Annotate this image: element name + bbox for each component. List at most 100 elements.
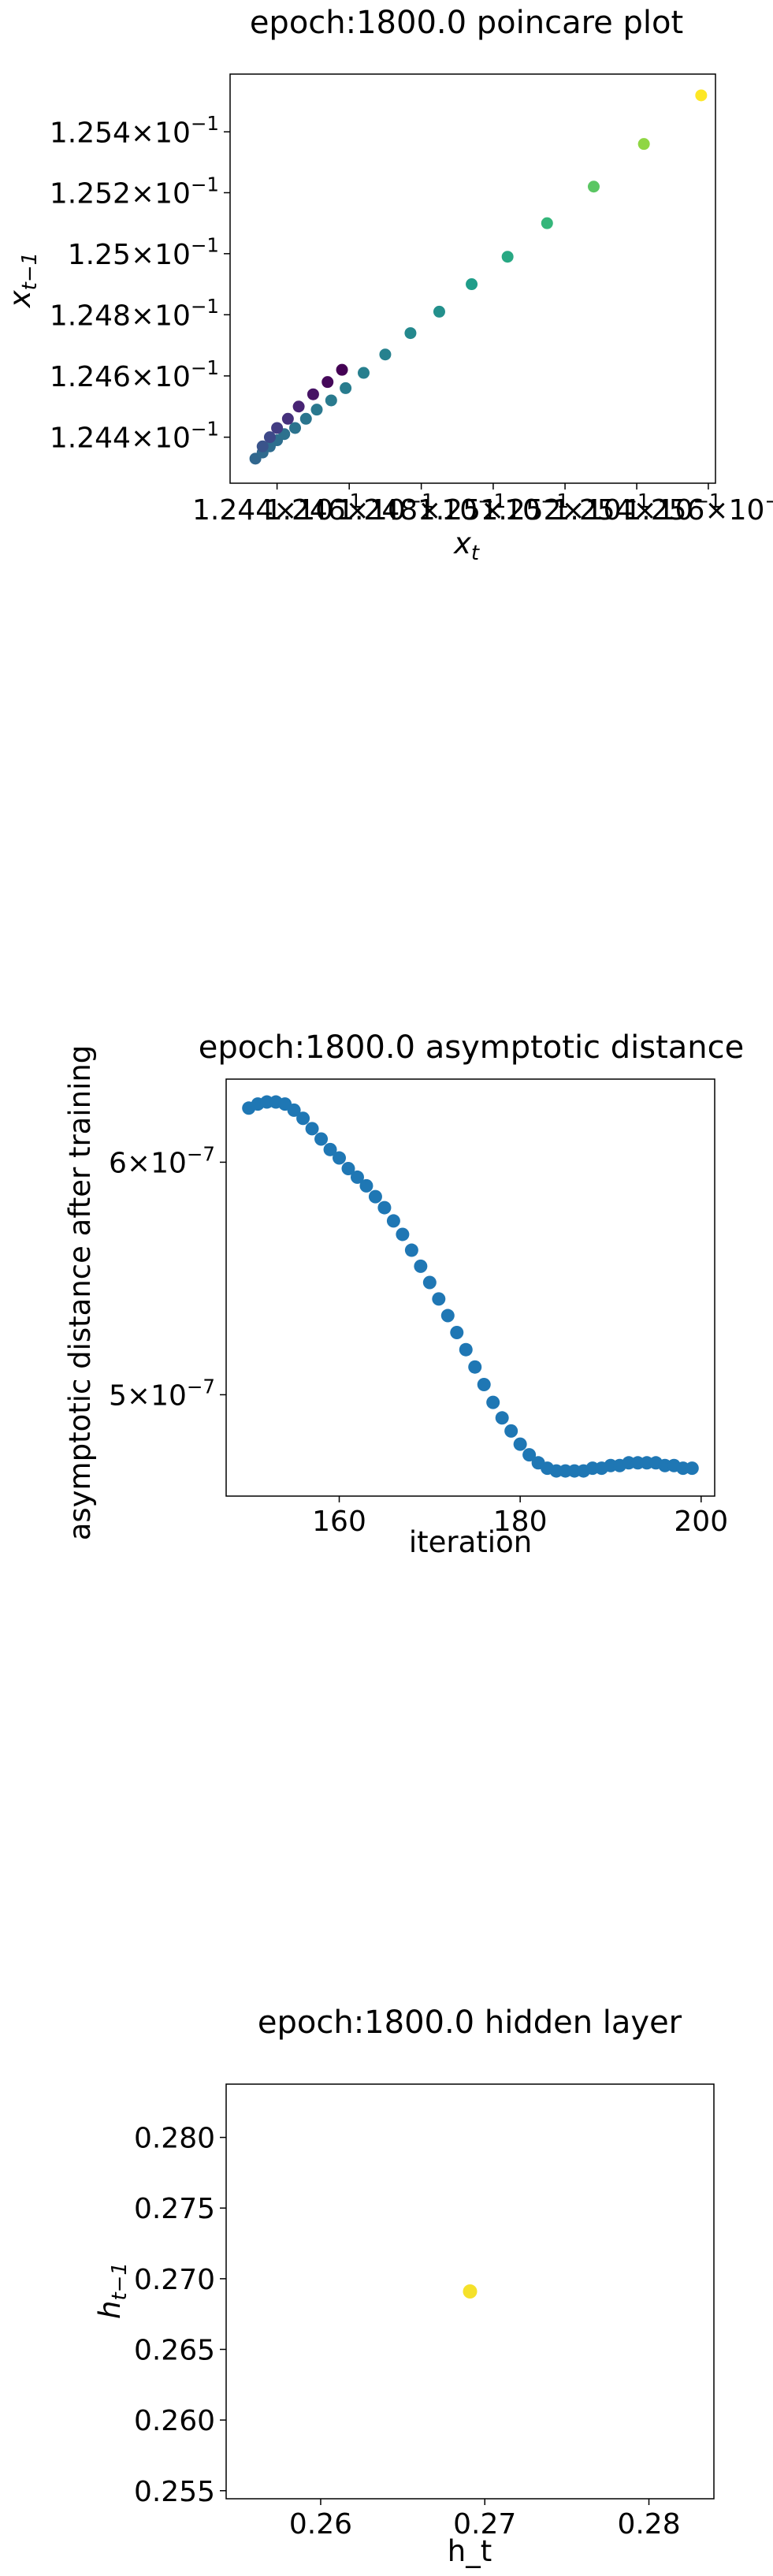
tick-label: 6×10−7 xyxy=(109,1142,215,1179)
x-axis-label: iteration xyxy=(409,1525,532,1559)
point xyxy=(495,1411,509,1425)
point xyxy=(396,1227,410,1241)
x-axis-label: xt xyxy=(453,527,480,565)
data-points xyxy=(249,89,708,465)
point xyxy=(463,2284,478,2299)
chart-title: epoch:1800.0 asymptotic distance xyxy=(199,1029,745,1066)
point xyxy=(459,1342,473,1357)
point xyxy=(307,388,319,400)
point xyxy=(299,412,312,425)
tick-label: 1.246×10−1 xyxy=(265,490,434,527)
plot-frame xyxy=(225,2083,715,2500)
tick-label: 0.26 xyxy=(289,2508,352,2541)
tick-label: 5×10−7 xyxy=(109,1375,215,1412)
y-axis-label: asymptotic distance after training xyxy=(63,1045,97,1541)
point xyxy=(404,327,417,340)
tick-label: 0.28 xyxy=(617,2508,680,2541)
point xyxy=(541,217,553,229)
point xyxy=(587,181,600,193)
point xyxy=(404,1243,418,1257)
data-points xyxy=(463,2284,478,2299)
point xyxy=(310,404,323,416)
y-tick-labels: 0.255 0.260 0.265 0.270 0.275 0.280 xyxy=(134,2123,226,2508)
tick-label: 0.280 xyxy=(134,2123,215,2155)
tick-label: 0.255 xyxy=(134,2476,215,2508)
x-tick-labels: 160 180 200 xyxy=(312,1496,728,1538)
point xyxy=(513,1437,527,1451)
tick-label: 1.252×10−1 xyxy=(481,490,650,527)
point xyxy=(271,422,284,434)
point xyxy=(368,1189,382,1204)
tick-label: 160 xyxy=(312,1506,366,1538)
point xyxy=(486,1395,500,1409)
point xyxy=(263,431,276,444)
point xyxy=(685,1461,699,1476)
tick-label: 1.248×10−1 xyxy=(50,295,219,332)
y-axis-label: xt−1 xyxy=(3,252,42,308)
point xyxy=(256,440,269,452)
point xyxy=(450,1325,464,1339)
tick-label: 0.275 xyxy=(134,2193,215,2225)
point xyxy=(341,1162,355,1176)
tick-label: 1.254×10−1 xyxy=(50,112,219,149)
chart-title: epoch:1800.0 poincare plot xyxy=(250,5,683,41)
chart-title: epoch:1800.0 hidden layer xyxy=(258,2005,682,2041)
point xyxy=(695,89,708,102)
plot-frame xyxy=(229,73,716,484)
point xyxy=(287,1103,301,1117)
point xyxy=(325,394,337,407)
y-tick-labels: 1.244×10−1 1.246×10−1 1.248×10−1 1.25×10−1 1… xyxy=(50,112,230,455)
tick-label: 1.256×10−1 xyxy=(623,490,773,527)
point xyxy=(504,1424,518,1438)
point xyxy=(292,400,305,413)
poincare-chart: epoch:1800.0 poincare plot 1.244×10−11.2… xyxy=(3,5,773,565)
point xyxy=(501,251,514,263)
tick-label: 180 xyxy=(493,1506,548,1538)
tick-label: 1.244×10−1 xyxy=(192,490,362,527)
tick-label: 1.246×10−1 xyxy=(50,356,219,393)
x-axis-label: h_t xyxy=(448,2534,492,2568)
tick-label: 1.254×10−1 xyxy=(552,490,722,527)
asymptotic-distance-chart: epoch:1800.0 asymptotic distance 5×10−7 6… xyxy=(63,1029,745,1559)
point xyxy=(468,1360,482,1374)
tick-label: 1.248×10−1 xyxy=(336,490,506,527)
point xyxy=(359,1178,373,1193)
point xyxy=(432,1292,446,1306)
plot-frame xyxy=(225,1078,715,1497)
point xyxy=(357,367,370,379)
point xyxy=(637,138,650,151)
tick-label: 0.260 xyxy=(134,2405,215,2437)
point xyxy=(336,363,348,376)
tick-label: 0.270 xyxy=(134,2264,215,2296)
point xyxy=(440,1308,455,1323)
point xyxy=(323,1142,337,1156)
tick-label: 1.244×10−1 xyxy=(50,418,219,455)
point xyxy=(386,1214,400,1228)
point xyxy=(296,1111,310,1126)
point xyxy=(377,1201,392,1215)
point xyxy=(379,348,392,361)
point xyxy=(433,305,445,318)
point xyxy=(350,1170,364,1184)
tick-label: 0.265 xyxy=(134,2335,215,2367)
point xyxy=(321,376,334,389)
tick-label: 200 xyxy=(674,1506,728,1538)
hidden-layer-chart: epoch:1800.0 hidden layer 0.255 0.260 0.26… xyxy=(93,2005,715,2568)
point xyxy=(422,1275,437,1290)
tick-label: 0.27 xyxy=(453,2508,516,2541)
point xyxy=(314,1132,329,1146)
data-points xyxy=(242,1095,699,1478)
point xyxy=(289,422,302,434)
y-tick-labels: 5×10−7 6×10−7 xyxy=(109,1142,226,1412)
point xyxy=(477,1378,491,1392)
tick-label: 1.252×10−1 xyxy=(50,173,219,210)
tick-label: 1.25×10−1 xyxy=(68,234,219,271)
x-tick-labels: 0.26 0.27 0.28 xyxy=(289,2499,681,2541)
point xyxy=(522,1448,537,1462)
x-tick-labels: 1.244×10−11.246×10−11.248×10−11.25×10−11… xyxy=(192,483,773,527)
point xyxy=(414,1259,428,1273)
y-axis-label: ht−1 xyxy=(93,2262,132,2319)
point xyxy=(333,1151,347,1165)
point xyxy=(281,412,294,425)
point xyxy=(305,1122,319,1136)
